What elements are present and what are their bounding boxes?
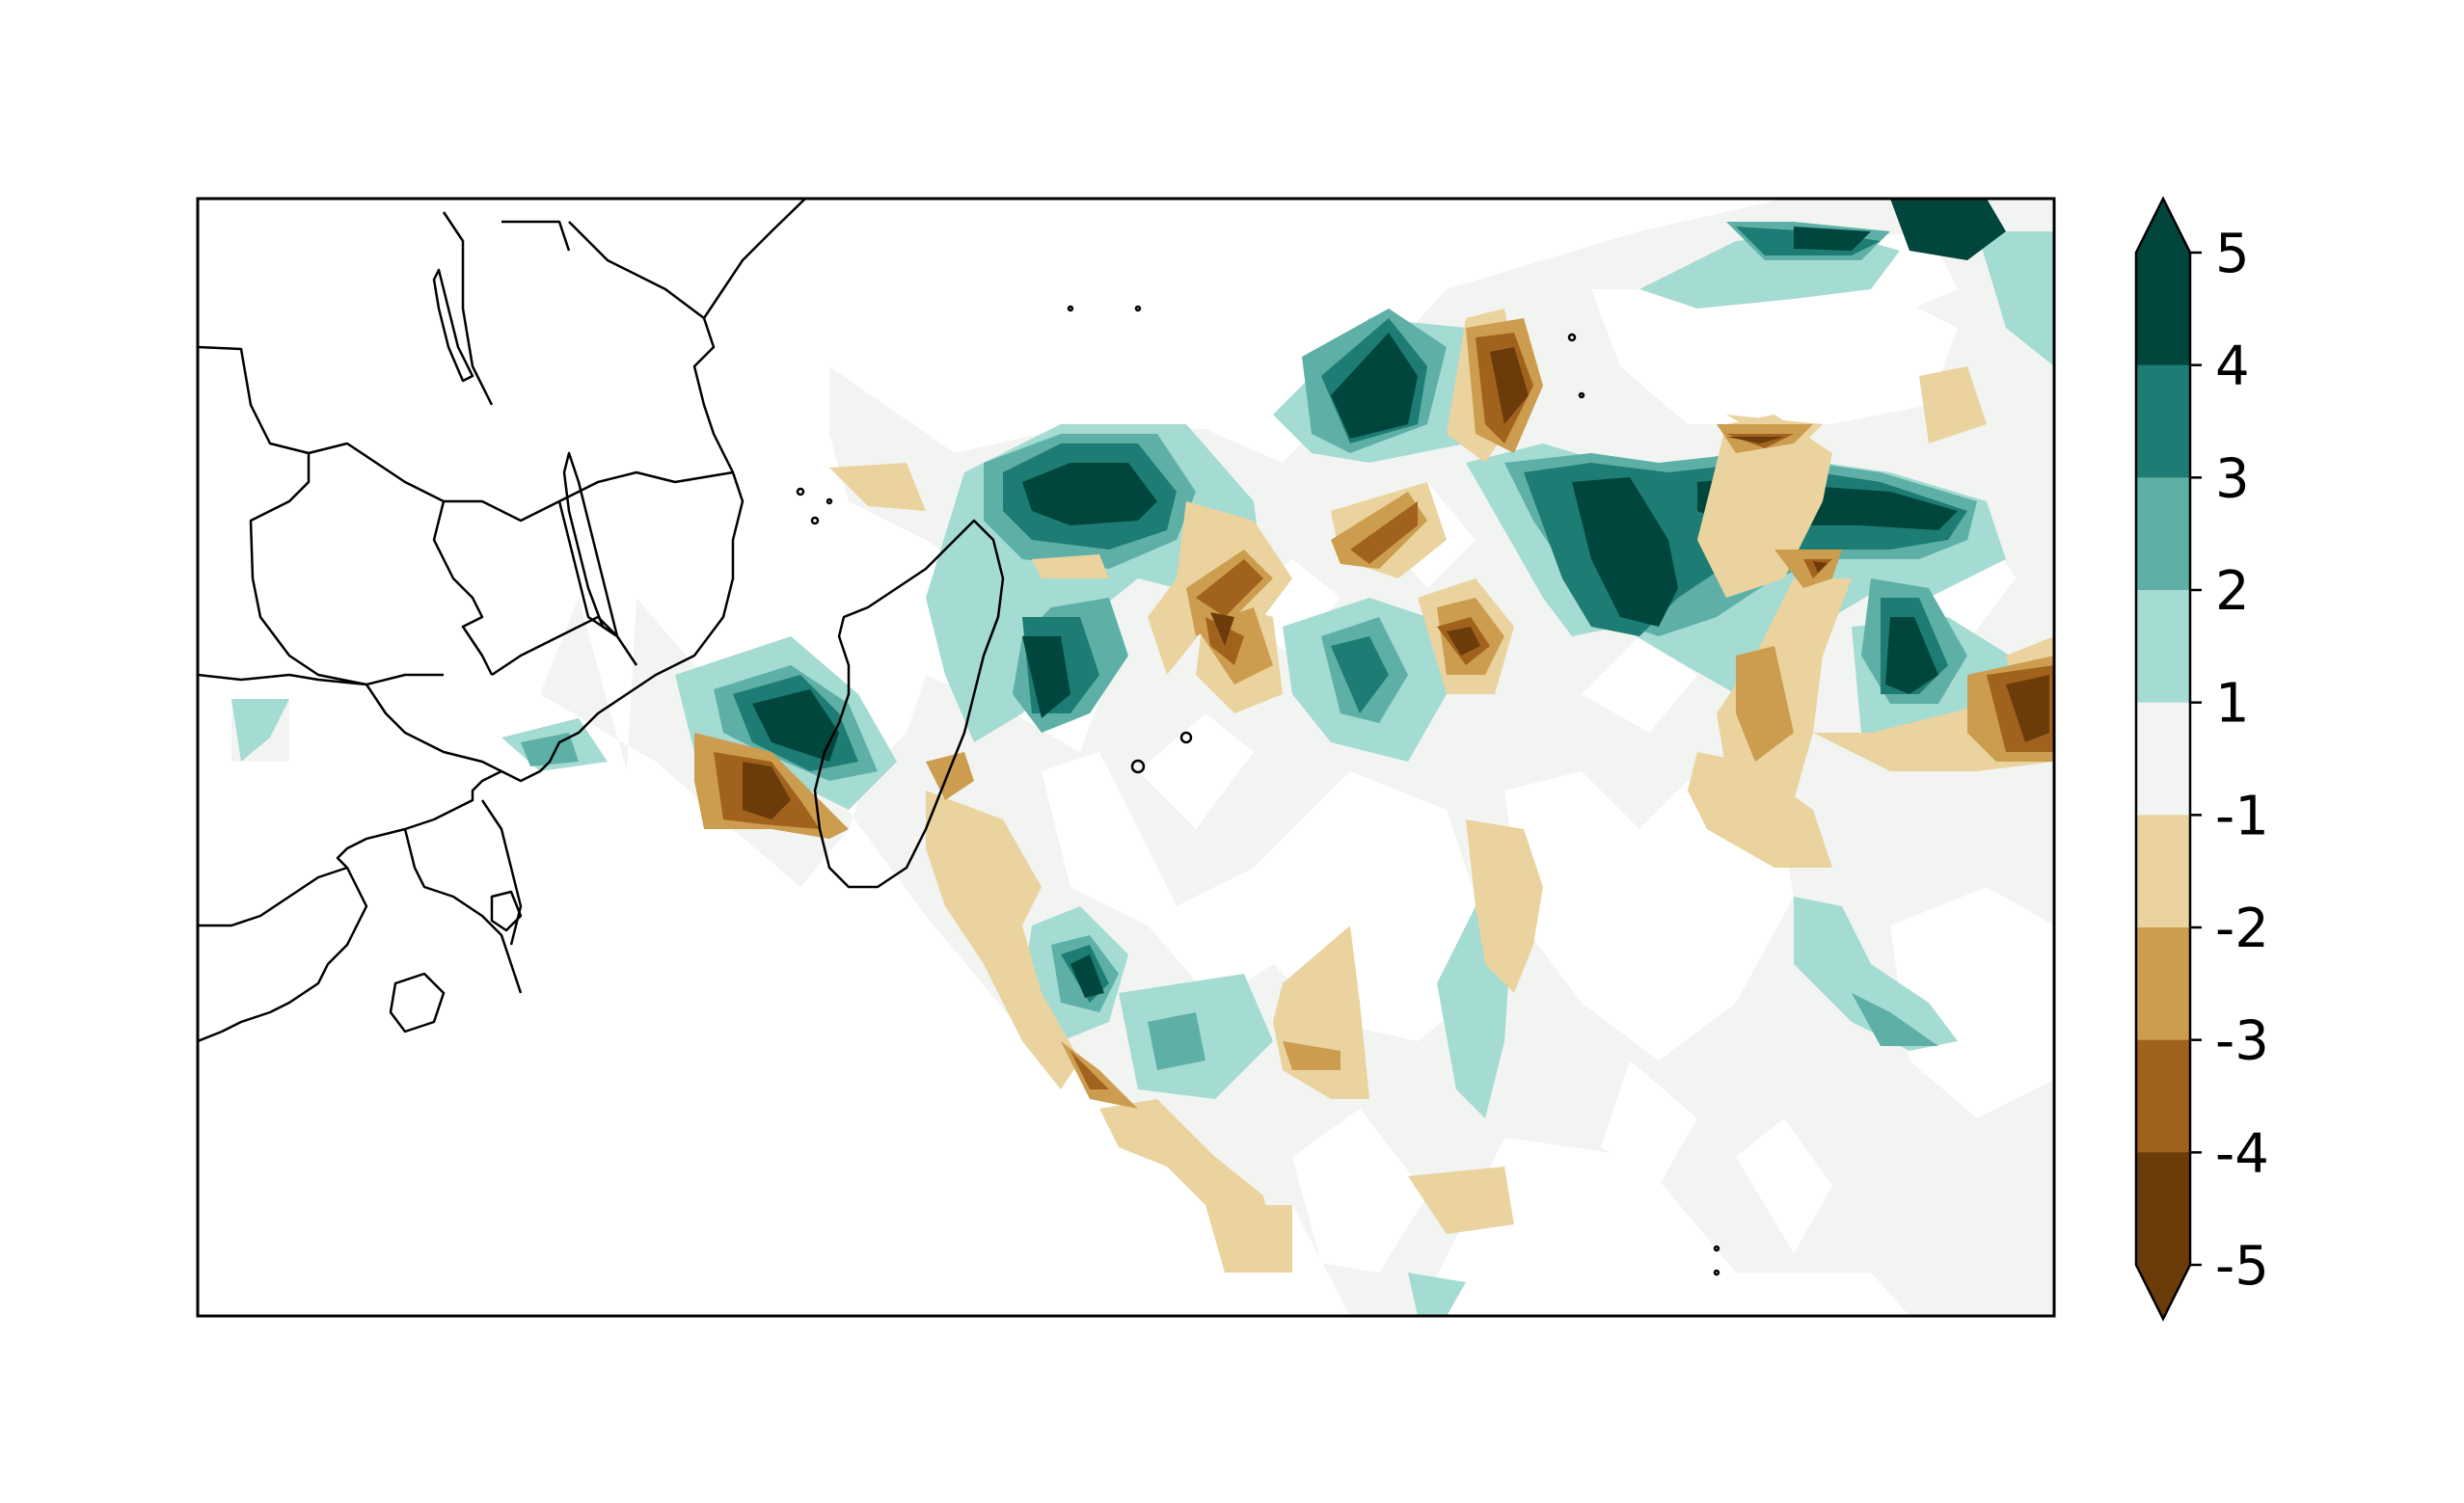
colorbar-tick-label: 2 bbox=[2215, 560, 2250, 623]
colorbar-tick-label: 5 bbox=[2215, 223, 2250, 285]
colorbar-tick-label: -1 bbox=[2215, 785, 2269, 847]
colorbar-tick-label: -3 bbox=[2215, 1010, 2269, 1073]
colorbar-tick-label: -5 bbox=[2215, 1235, 2269, 1298]
madagascar-outline bbox=[813, 519, 1005, 889]
colorbar-segment bbox=[2136, 927, 2190, 1041]
anomaly-field bbox=[198, 199, 2054, 1316]
colorbar-segment bbox=[2136, 1039, 2190, 1153]
colorbar-segment bbox=[2136, 815, 2190, 928]
colorbar-segment bbox=[2136, 702, 2190, 816]
colorbar-tick-label: 3 bbox=[2215, 447, 2250, 510]
colorbar-extend-max bbox=[2136, 199, 2190, 253]
lesotho-outline bbox=[389, 972, 446, 1033]
coastlines-and-borders bbox=[198, 199, 1720, 1276]
colorbar-segment bbox=[2136, 1152, 2190, 1266]
map-frame bbox=[196, 197, 2056, 1318]
colorbar-segment bbox=[2136, 253, 2190, 366]
colorbar-tick-label: 4 bbox=[2215, 335, 2250, 398]
colorbar-tick-label: -4 bbox=[2215, 1122, 2269, 1185]
colorbar-segment bbox=[2136, 477, 2190, 591]
negative-4-5 bbox=[743, 347, 2049, 819]
colorbar-segment bbox=[2136, 590, 2190, 704]
eswatini-outline bbox=[490, 890, 523, 932]
colorbar-tick-label: 1 bbox=[2215, 673, 2250, 736]
lake-malawi-outline bbox=[562, 451, 619, 638]
colorbar-tick-label: -2 bbox=[2215, 898, 2269, 960]
colorbar-extend-min bbox=[2136, 1265, 2190, 1319]
colorbar: 5 4 3 2 1 -1 -2 -3 -4 -5 bbox=[2134, 196, 2269, 1322]
lake-tanganyika-outline bbox=[432, 268, 474, 383]
colorbar-segment bbox=[2136, 364, 2190, 478]
africa-coastline bbox=[198, 199, 806, 1043]
